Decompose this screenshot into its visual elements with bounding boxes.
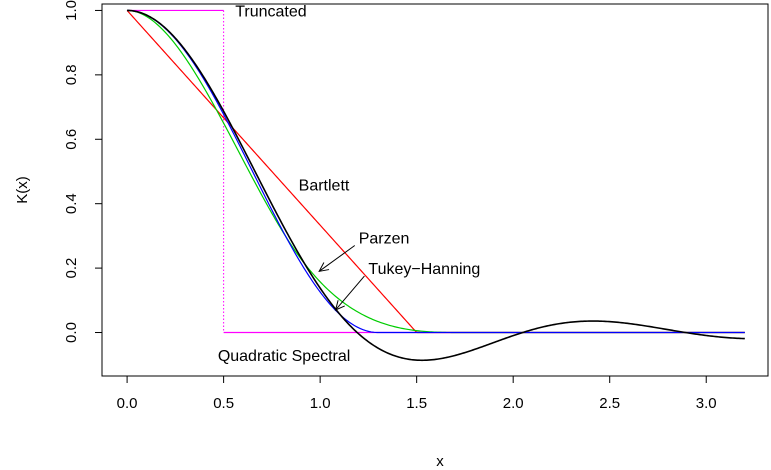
- x-tick-label: 0.5: [213, 395, 234, 412]
- arrow-tukey: [335, 275, 365, 311]
- arrowhead-parzen: [318, 262, 330, 273]
- x-tick-label: 2.5: [599, 395, 620, 412]
- annotation-truncated: Truncated: [235, 3, 306, 20]
- annotation-parzen: Parzen: [359, 231, 410, 248]
- x-tick-label: 0.0: [117, 395, 138, 412]
- series-line-parzen: [127, 9, 745, 334]
- x-tick-label: 1.0: [310, 395, 331, 412]
- x-tick-label: 3.0: [696, 395, 717, 412]
- arrow-parzen: [318, 245, 356, 272]
- y-tick-label: 0.4: [63, 193, 80, 214]
- series-line-qs: [127, 9, 745, 362]
- series-layer: [126, 9, 745, 362]
- annotation-bartlett: Bartlett: [299, 177, 350, 194]
- annotation-qs: Quadratic Spectral: [218, 348, 351, 365]
- series-line-bartlett: [126, 10, 745, 334]
- annotation-tukey: Tukey−Hanning: [368, 261, 480, 278]
- y-tick-label: 0.6: [63, 129, 80, 150]
- arrowhead-tukey: [334, 300, 345, 311]
- x-axis-title: x: [436, 453, 444, 470]
- y-tick-label: 1.0: [63, 0, 80, 21]
- y-tick-label: 0.8: [63, 64, 80, 85]
- plot-frame: [101, 3, 769, 377]
- y-axis-title: K(x): [14, 176, 31, 204]
- y-tick-label: 0.0: [63, 322, 80, 343]
- axes-layer: 0.0 0.5 1.0 1.5 2.0 2.5 3.0 0.0 0.2 0.4 0.6 0.8 1.0: [63, 0, 717, 412]
- annotation-layer: Truncated Bartlett Parzen Tukey−Hanning Quad…: [218, 3, 480, 365]
- y-tick-label: 0.2: [63, 258, 80, 279]
- series-line-tukey: [127, 9, 745, 334]
- x-tick-label: 2.0: [503, 395, 524, 412]
- x-tick-label: 1.5: [406, 395, 427, 412]
